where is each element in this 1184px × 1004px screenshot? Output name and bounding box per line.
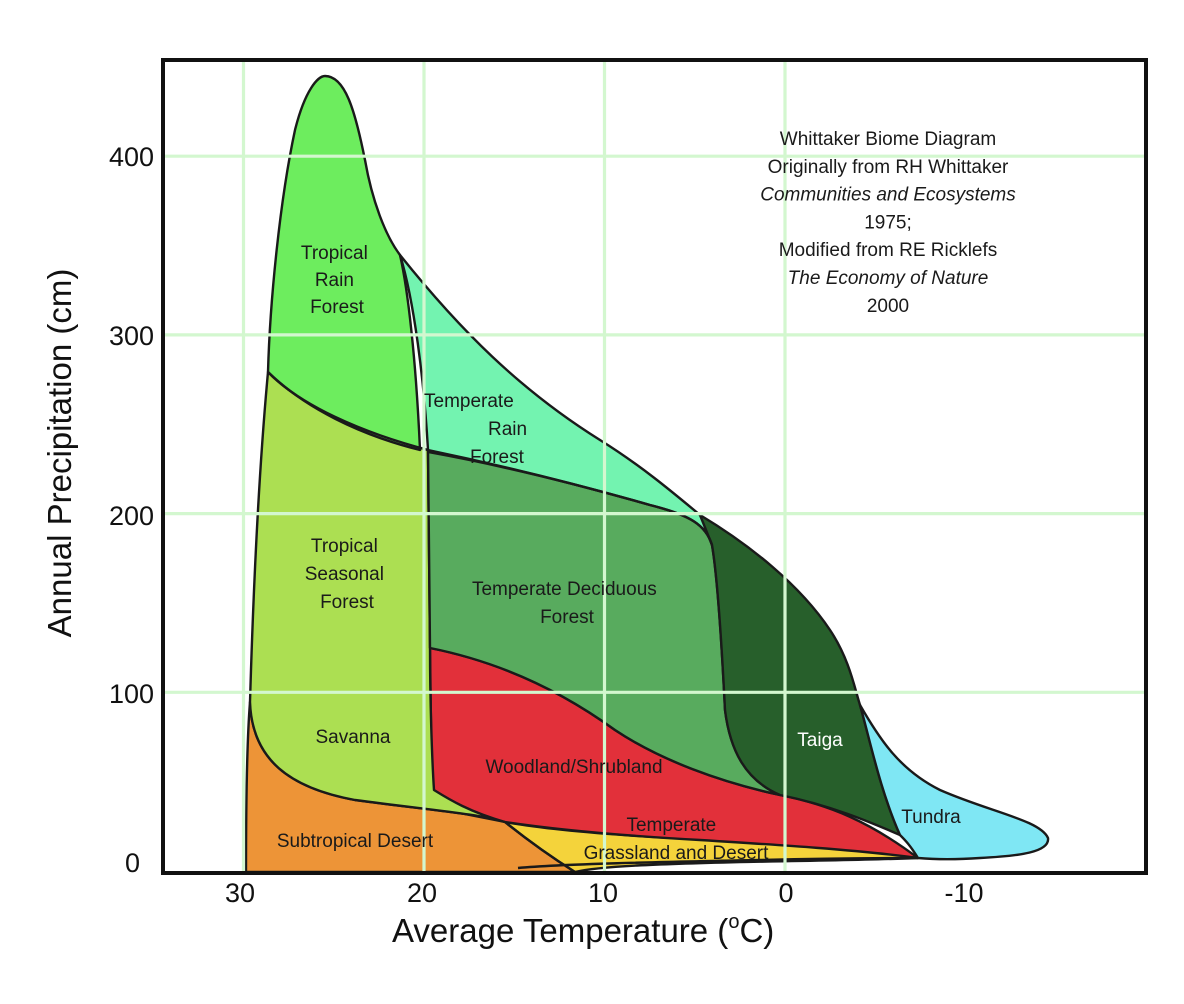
- x-tick-label: 30: [225, 878, 255, 908]
- label-savanna: Savanna: [315, 727, 390, 748]
- x-tick-label: 20: [407, 878, 437, 908]
- label-taiga: Taiga: [797, 730, 843, 751]
- biome-boundaries: [267, 371, 919, 874]
- label-subtropical-desert: Subtropical Desert: [277, 831, 434, 852]
- grid: [165, 62, 1144, 871]
- annotation-line: Whittaker Biome Diagram: [780, 129, 996, 150]
- annotation-line: 1975;: [864, 212, 912, 233]
- y-tick-label: 300: [109, 321, 154, 351]
- boundary-line: [504, 821, 576, 874]
- annotation-line: The Economy of Nature: [788, 268, 989, 289]
- y-tick-labels: 400 300 200 100 0: [109, 142, 154, 878]
- annotation-line: Communities and Ecosystems: [760, 185, 1016, 206]
- annotation-line: 2000: [867, 296, 909, 317]
- source-annotation: Whittaker Biome Diagram Originally from R…: [760, 129, 1016, 317]
- label-tropical-rain-forest: Tropical Rain Forest: [301, 243, 373, 318]
- label-tropical-seasonal-forest: Tropical Seasonal Forest: [305, 536, 390, 613]
- label-tundra: Tundra: [901, 807, 961, 828]
- y-tick-label: 0: [125, 848, 140, 878]
- x-tick-label: 0: [778, 878, 793, 908]
- y-tick-label: 400: [109, 142, 154, 172]
- region-tropical-rain-forest: [266, 74, 422, 452]
- biome-labels: Tropical Rain Forest Temperate Rain Fore…: [277, 243, 961, 864]
- x-tick-label: 10: [588, 878, 618, 908]
- label-temperate-grassland-desert: Temperate Grassland and Desert: [584, 815, 770, 864]
- region-tundra: [858, 703, 1050, 861]
- boundary-line: [427, 450, 714, 546]
- x-tick-label: -10: [944, 878, 983, 908]
- label-woodland-shrubland: Woodland/Shrubland: [485, 757, 662, 778]
- boundary-line: [517, 856, 919, 870]
- label-temperate-deciduous-forest: Temperate Deciduous Forest: [472, 579, 662, 628]
- y-tick-label: 200: [109, 501, 154, 531]
- y-tick-label: 100: [109, 679, 154, 709]
- annotation-line: Modified from RE Ricklefs: [779, 240, 998, 261]
- label-temperate-rain-forest: Temperate Rain Forest: [424, 391, 532, 468]
- x-tick-labels: 30 20 10 0 -10: [225, 878, 984, 908]
- boundary-line: [267, 371, 429, 452]
- y-axis-title: Annual Precipitation (cm): [41, 269, 78, 638]
- x-axis-title: Average Temperature (oC): [392, 911, 774, 949]
- plot-frame: [161, 58, 1148, 875]
- annotation-line: Originally from RH Whittaker: [768, 157, 1009, 178]
